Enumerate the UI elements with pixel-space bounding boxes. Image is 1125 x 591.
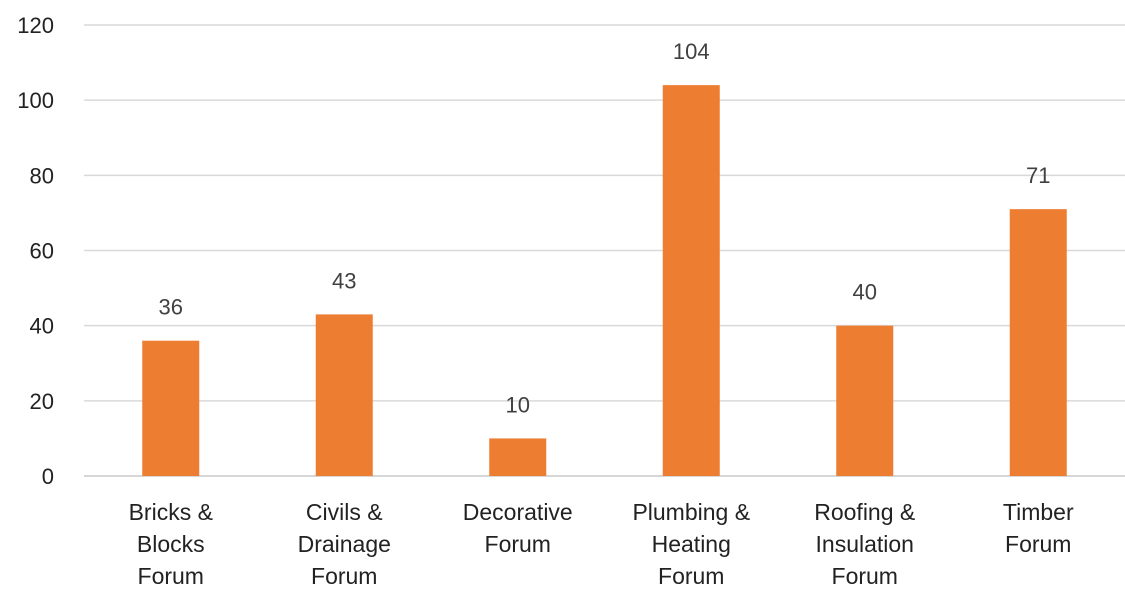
bar [489, 438, 547, 476]
bar [142, 340, 200, 476]
category-label: Roofing & Insulation Forum [814, 499, 915, 589]
y-tick-label: 100 [17, 88, 54, 113]
category-label: Decorative Forum [463, 499, 573, 557]
bar [315, 314, 373, 476]
data-label: 71 [1026, 163, 1050, 188]
y-tick-label: 20 [30, 389, 54, 414]
gridlines [84, 24, 1125, 477]
y-tick-label: 120 [17, 13, 54, 38]
data-label: 10 [506, 392, 530, 417]
y-tick-label: 40 [30, 314, 54, 339]
y-tick-label: 0 [42, 464, 54, 489]
y-tick-label: 60 [30, 239, 54, 264]
y-tick-label: 80 [30, 163, 54, 188]
category-label: Plumbing & Heating Forum [632, 499, 750, 589]
category-label: Timber Forum [1003, 499, 1074, 557]
data-label: 36 [159, 295, 183, 320]
data-labels: 36 43 10 104 40 71 [159, 39, 1051, 417]
y-axis-tick-labels: 0 20 40 60 80 100 120 [17, 13, 54, 489]
bar [1009, 209, 1067, 477]
bars [142, 85, 1067, 477]
bar [836, 325, 894, 476]
data-label: 40 [853, 280, 877, 305]
category-label: Bricks & Blocks Forum [129, 499, 213, 589]
data-label: 43 [332, 268, 356, 293]
category-label: Civils & Drainage Forum [298, 499, 391, 589]
data-label: 104 [673, 39, 710, 64]
bar [662, 85, 720, 476]
x-axis-tick-labels: Bricks & Blocks Forum Civils & Drainage Forum… [129, 499, 1074, 589]
